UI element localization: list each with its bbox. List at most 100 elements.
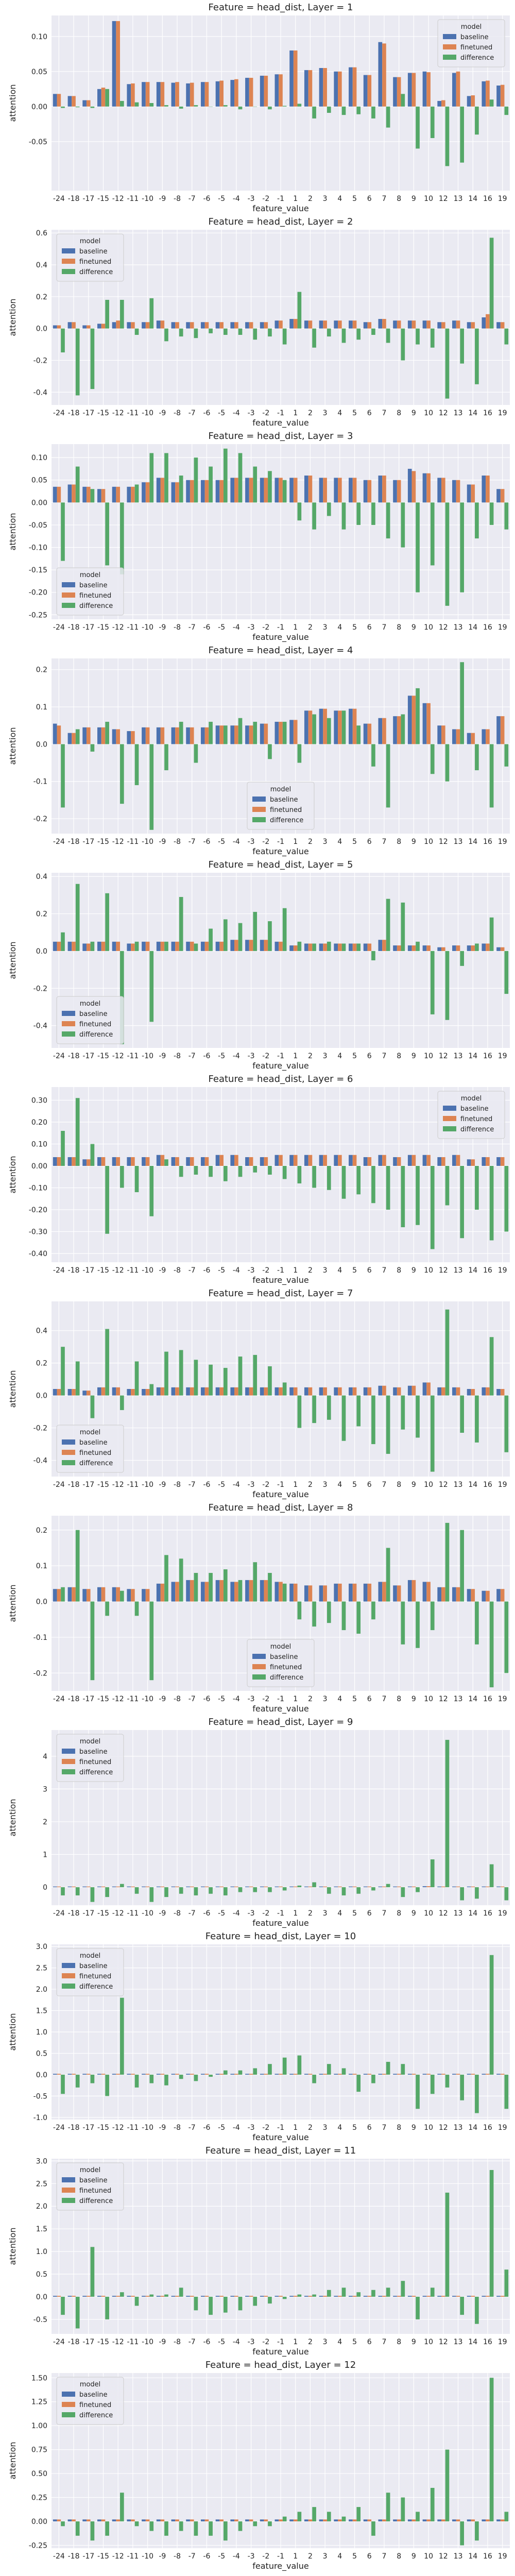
bar-difference <box>356 2074 361 2092</box>
legend-title: model <box>461 1095 482 1103</box>
x-tick-label: -15 <box>97 2552 109 2561</box>
bar-difference <box>356 1601 361 1634</box>
bar-baseline <box>82 943 87 951</box>
bar-baseline <box>200 82 205 107</box>
x-tick-label: -5 <box>218 2338 225 2346</box>
x-tick-label: -10 <box>142 2338 153 2346</box>
chart-title: Feature = head_dist, Layer = 9 <box>209 1717 353 1727</box>
bar-difference <box>164 2294 168 2297</box>
bar-baseline <box>230 1582 235 1602</box>
bar-baseline <box>274 1155 279 1166</box>
bar-baseline <box>186 1387 190 1396</box>
bar-finetuned <box>234 725 238 744</box>
bar-difference <box>164 453 168 503</box>
x-tick-label: 12 <box>439 1695 448 1703</box>
x-tick-label: 4 <box>337 1481 342 1489</box>
bar-difference <box>445 1309 450 1396</box>
bar-difference <box>386 328 390 343</box>
bar-baseline <box>289 1583 294 1602</box>
legend-swatch-finetuned <box>252 807 266 812</box>
bar-finetuned <box>500 2074 505 2075</box>
x-tick-label: 12 <box>439 2124 448 2132</box>
bar-finetuned <box>279 1582 283 1602</box>
x-tick-label: 14 <box>468 2124 477 2132</box>
x-tick-label: 6 <box>367 1695 372 1703</box>
x-tick-label: -2 <box>262 1266 269 1275</box>
bar-difference <box>416 1166 420 1225</box>
bar-baseline <box>156 320 161 329</box>
bar-difference <box>297 1166 302 1183</box>
bar-difference <box>327 502 331 516</box>
bar-baseline <box>482 1157 486 1166</box>
bar-finetuned <box>160 82 165 107</box>
bar-difference <box>416 2074 420 2109</box>
x-tick-label: 4 <box>337 1052 342 1060</box>
x-tick-label: 6 <box>367 838 372 846</box>
bar-difference <box>164 2074 168 2086</box>
bar-finetuned <box>57 94 61 107</box>
bar-baseline <box>53 941 57 951</box>
bar-finetuned <box>293 1387 298 1396</box>
bar-baseline <box>393 1585 397 1602</box>
x-tick-label: 7 <box>382 2338 387 2346</box>
x-tick-label: -3 <box>248 195 255 203</box>
bar-baseline <box>127 731 131 744</box>
x-tick-label: 7 <box>382 1695 387 1703</box>
bar-difference <box>460 1530 464 1602</box>
x-tick-label: 13 <box>454 2552 463 2561</box>
legend-label-difference: difference <box>79 1031 113 1039</box>
bar-difference <box>489 1864 494 1888</box>
bar-finetuned <box>72 96 76 107</box>
bar-finetuned <box>86 2519 91 2521</box>
bar-baseline <box>274 1387 279 1396</box>
x-axis-label: feature_value <box>252 1275 308 1285</box>
x-tick-label: -24 <box>53 2552 65 2561</box>
bar-difference <box>416 1601 420 1648</box>
bar-baseline <box>334 320 338 329</box>
x-tick-label: -9 <box>159 2552 166 2561</box>
bar-difference <box>297 941 302 951</box>
bar-difference <box>149 298 154 329</box>
x-tick-label: -8 <box>174 2124 181 2132</box>
bar-difference <box>134 2521 139 2527</box>
bar-difference <box>371 328 375 335</box>
bar-finetuned <box>219 1580 224 1602</box>
x-tick-label: -1 <box>277 1695 284 1703</box>
x-axis-label: feature_value <box>252 1918 308 1928</box>
x-tick-label: -7 <box>188 1266 196 1275</box>
bar-difference <box>90 328 95 389</box>
legend-swatch-baseline <box>443 1106 456 1111</box>
bar-baseline <box>215 1387 220 1396</box>
bar-difference <box>371 106 375 118</box>
bar-finetuned <box>456 71 460 107</box>
bar-finetuned <box>500 1389 505 1396</box>
bar-difference <box>312 943 316 951</box>
bar-finetuned <box>116 1387 121 1396</box>
x-tick-label: 12 <box>439 1266 448 1275</box>
x-tick-label: 2 <box>308 2338 313 2346</box>
x-tick-label: -4 <box>233 1052 240 1060</box>
x-tick-label: -8 <box>174 1481 181 1489</box>
bar-baseline <box>378 2519 383 2521</box>
y-tick-label: 3 <box>43 1785 47 1793</box>
x-tick-label: -15 <box>97 1909 109 1918</box>
x-tick-label: -1 <box>277 409 284 417</box>
bar-baseline <box>245 78 249 107</box>
bar-baseline <box>200 2519 205 2521</box>
bar-difference <box>268 471 272 503</box>
x-tick-label: -10 <box>142 1052 153 1060</box>
y-tick-label: 1.0 <box>36 2248 47 2256</box>
bar-finetuned <box>441 1587 445 1602</box>
y-tick-label: 0.1 <box>36 1562 47 1570</box>
bar-difference <box>282 1887 287 1891</box>
bar-finetuned <box>486 314 490 329</box>
bar-baseline <box>97 1157 101 1166</box>
x-tick-label: -1 <box>277 838 284 846</box>
bar-finetuned <box>175 2519 179 2521</box>
x-tick-label: 16 <box>483 409 492 417</box>
bar-baseline <box>407 1580 412 1602</box>
bar-difference <box>253 466 258 503</box>
bar-difference <box>327 1887 331 1894</box>
y-tick-label: 2.0 <box>36 2202 47 2211</box>
